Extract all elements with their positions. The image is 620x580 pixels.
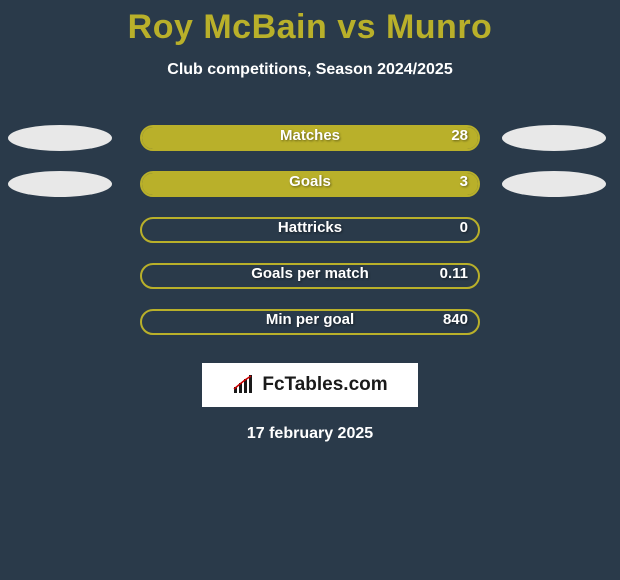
stat-value: 0.11: [440, 265, 468, 282]
player-left-ellipse: [8, 171, 112, 197]
stat-bar: Matches 28: [140, 125, 480, 151]
stat-row: Goals per match 0.11: [0, 253, 620, 299]
subtitle: Club competitions, Season 2024/2025: [0, 61, 620, 79]
bar-chart-icon: [232, 375, 258, 395]
stat-label: Goals per match: [251, 265, 369, 282]
stat-value: 28: [451, 127, 468, 144]
stat-row: Hattricks 0: [0, 207, 620, 253]
player-left-ellipse: [8, 125, 112, 151]
page-title: Roy McBain vs Munro: [0, 0, 620, 47]
stat-bar: Goals 3: [140, 171, 480, 197]
stat-label: Min per goal: [266, 311, 354, 328]
player-right-ellipse: [502, 171, 606, 197]
stats-block: Matches 28 Goals 3 Hattricks 0 Goals per match…: [0, 115, 620, 345]
stat-value: 3: [460, 173, 468, 190]
stat-row: Min per goal 840: [0, 299, 620, 345]
logo-box: FcTables.com: [202, 363, 418, 407]
player-right-ellipse: [502, 125, 606, 151]
stat-row: Matches 28: [0, 115, 620, 161]
stat-row: Goals 3: [0, 161, 620, 207]
logo-text: FcTables.com: [262, 374, 387, 396]
stat-value: 840: [443, 311, 468, 328]
stat-bar: Goals per match 0.11: [140, 263, 480, 289]
date-text: 17 february 2025: [0, 425, 620, 443]
stat-label: Hattricks: [278, 219, 342, 236]
stat-value: 0: [460, 219, 468, 236]
stat-label: Matches: [280, 127, 340, 144]
stat-label: Goals: [289, 173, 331, 190]
stat-bar: Min per goal 840: [140, 309, 480, 335]
stat-bar: Hattricks 0: [140, 217, 480, 243]
